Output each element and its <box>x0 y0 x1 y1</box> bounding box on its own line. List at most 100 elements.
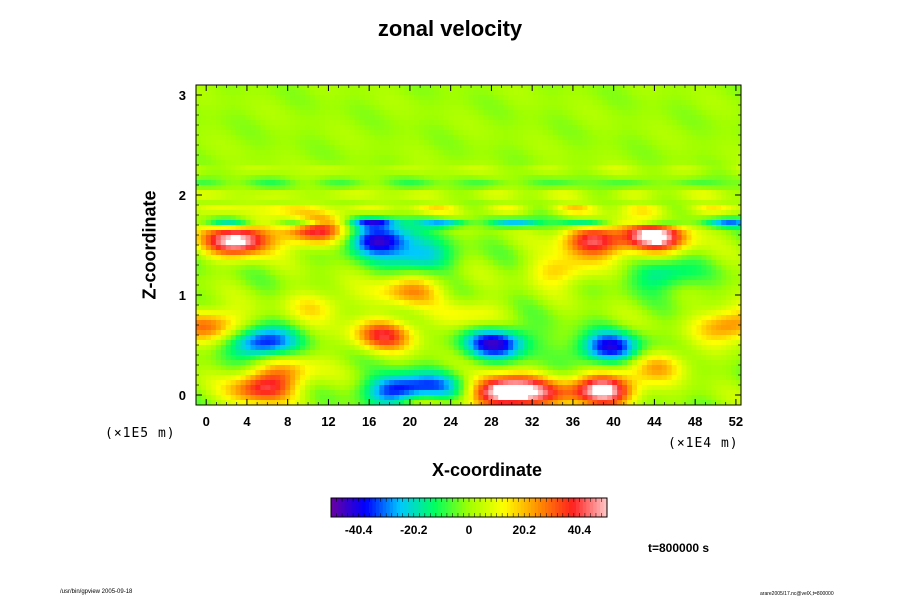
field-cell <box>280 90 286 96</box>
field-cell <box>478 125 484 131</box>
field-cell <box>513 240 519 246</box>
field-cell <box>290 160 296 166</box>
field-cell <box>656 230 663 236</box>
field-cell <box>602 210 608 216</box>
field-cell <box>696 160 702 166</box>
field-cell <box>453 255 460 261</box>
field-cell <box>493 110 499 116</box>
field-cell <box>641 220 648 226</box>
field-cell <box>240 145 247 151</box>
field-cell <box>736 110 741 116</box>
field-cell <box>319 90 326 96</box>
field-cell <box>493 300 499 306</box>
field-cell <box>453 265 460 271</box>
field-cell <box>518 140 524 146</box>
field-cell <box>205 270 212 276</box>
field-cell <box>433 255 440 261</box>
field-cell <box>240 240 247 246</box>
field-cell <box>250 90 257 96</box>
field-cell <box>493 120 499 126</box>
field-cell <box>592 190 598 196</box>
field-cell <box>399 225 405 231</box>
field-cell <box>285 280 291 286</box>
field-cell <box>651 200 658 206</box>
field-cell <box>453 195 460 201</box>
field-cell <box>379 120 385 126</box>
field-cell <box>409 280 415 286</box>
field-cell <box>523 280 529 286</box>
field-cell <box>295 210 301 216</box>
field-cell <box>379 275 385 281</box>
field-cell <box>235 295 242 301</box>
field-cell <box>230 170 237 176</box>
field-cell <box>404 170 410 176</box>
field-cell <box>686 215 693 221</box>
field-cell <box>270 295 276 301</box>
field-cell <box>196 285 202 291</box>
field-cell <box>334 280 341 286</box>
field-cell <box>587 200 593 206</box>
field-cell <box>518 165 524 171</box>
field-cell <box>651 195 658 201</box>
field-cell <box>666 110 673 116</box>
field-cell <box>468 265 475 271</box>
field-cell <box>508 240 514 246</box>
field-cell <box>205 235 212 241</box>
field-cell <box>473 285 479 291</box>
field-cell <box>309 205 316 211</box>
field-cell <box>389 165 395 171</box>
field-cell <box>523 160 529 166</box>
field-cell <box>453 115 460 121</box>
field-cell <box>597 240 603 246</box>
field-cell <box>409 120 415 126</box>
field-cell <box>686 120 693 126</box>
field-cell <box>602 285 608 291</box>
field-cell <box>255 195 261 201</box>
field-cell <box>418 135 425 141</box>
field-cell <box>706 140 712 146</box>
field-cell <box>622 100 628 106</box>
field-cell <box>726 170 732 176</box>
field-cell <box>478 175 484 181</box>
field-cell <box>404 150 410 156</box>
field-cell <box>523 300 529 306</box>
field-cell <box>438 130 445 136</box>
field-cell <box>582 200 588 206</box>
field-cell <box>344 180 351 186</box>
field-cell <box>300 300 306 306</box>
field-cell <box>632 230 638 236</box>
field-cell <box>309 230 316 236</box>
field-cell <box>731 240 737 246</box>
field-cell <box>552 160 559 166</box>
field-cell <box>622 195 628 201</box>
field-cell <box>622 305 628 311</box>
field-cell <box>587 210 593 216</box>
field-cell <box>547 95 554 101</box>
field-cell <box>384 200 390 206</box>
field-cell <box>711 230 717 236</box>
field-cell <box>359 185 366 191</box>
field-cell <box>577 305 584 311</box>
field-cell <box>404 250 410 256</box>
field-cell <box>280 155 286 161</box>
field-cell <box>448 140 455 146</box>
field-cell <box>399 120 405 126</box>
field-cell <box>409 260 415 266</box>
field-cell <box>438 145 445 151</box>
field-cell <box>572 295 579 301</box>
field-cell <box>305 275 311 281</box>
field-cell <box>646 240 653 246</box>
field-cell <box>290 260 296 266</box>
field-cell <box>364 290 370 296</box>
field-cell <box>463 235 470 241</box>
field-cell <box>270 215 276 221</box>
field-cell <box>711 180 717 186</box>
field-cell <box>617 140 623 146</box>
field-cell <box>726 125 732 131</box>
field-cell <box>394 255 400 261</box>
field-cell <box>334 175 341 181</box>
field-cell <box>532 265 539 271</box>
field-cell <box>627 140 633 146</box>
field-cell <box>622 125 628 131</box>
field-cell <box>418 280 425 286</box>
